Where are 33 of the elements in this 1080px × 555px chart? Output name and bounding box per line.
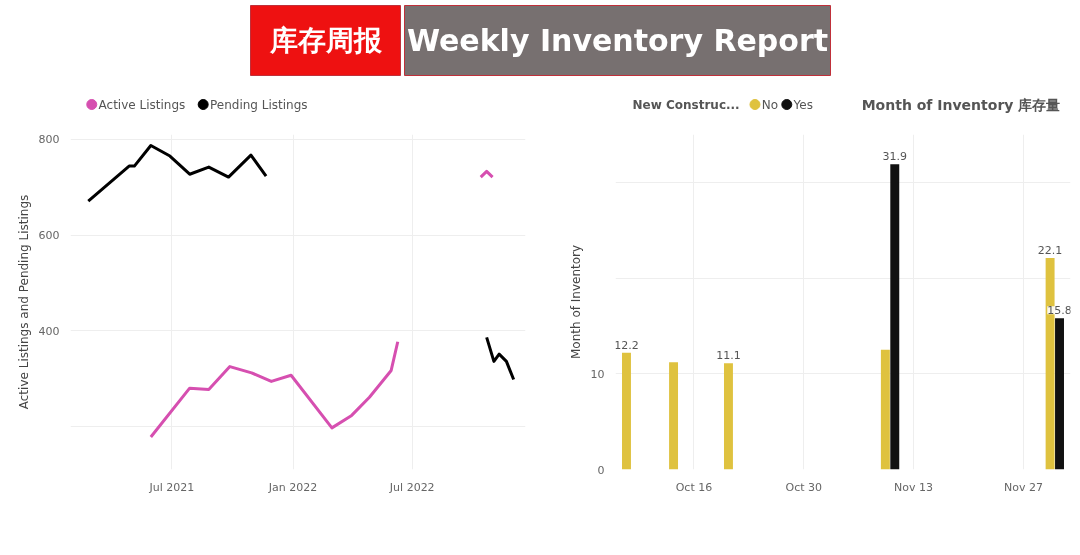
y-axis-title: Active Listings and Pending Listings xyxy=(16,194,31,410)
x-tick-label: Jul 2021 xyxy=(148,480,195,494)
bar xyxy=(890,164,900,470)
y-axis-title: Month of Inventory xyxy=(568,244,583,360)
data-label: 15.8 xyxy=(1047,304,1072,318)
legend-label: Yes xyxy=(792,97,813,112)
bar xyxy=(880,349,890,470)
x-tick-label: Jul 2022 xyxy=(388,480,435,494)
chart-title: Month of Inventory 库存量 xyxy=(861,96,1061,113)
y-tick-label: 800 xyxy=(38,133,60,147)
bar xyxy=(1055,318,1064,470)
data-label: 22.1 xyxy=(1037,243,1063,257)
legend-label: Pending Listings xyxy=(209,97,308,112)
bar xyxy=(622,352,631,470)
x-tick-label: Oct 30 xyxy=(785,480,823,494)
x-tick-label: Jan 2022 xyxy=(267,480,318,494)
y-tick-label: 600 xyxy=(38,229,60,242)
y-tick-label: 10 xyxy=(590,367,605,381)
y-tick-label: 400 xyxy=(38,324,60,338)
x-tick-label: Oct 16 xyxy=(675,480,713,494)
bar xyxy=(669,362,679,470)
data-label: 12.2 xyxy=(614,338,639,352)
text: 库存周报 xyxy=(268,24,383,57)
bar xyxy=(723,363,733,470)
text: Weekly Inventory Report xyxy=(406,23,829,58)
legend-title: New Construc... xyxy=(632,97,740,112)
legend-label: Active Listings xyxy=(98,97,186,112)
y-tick-label: 0 xyxy=(597,463,605,477)
data-label: 31.9 xyxy=(882,150,908,164)
data-label: 11.1 xyxy=(716,349,741,363)
x-tick-label: Nov 27 xyxy=(1003,480,1043,494)
legend-label: No xyxy=(761,97,779,112)
x-tick-label: Nov 13 xyxy=(894,480,934,494)
